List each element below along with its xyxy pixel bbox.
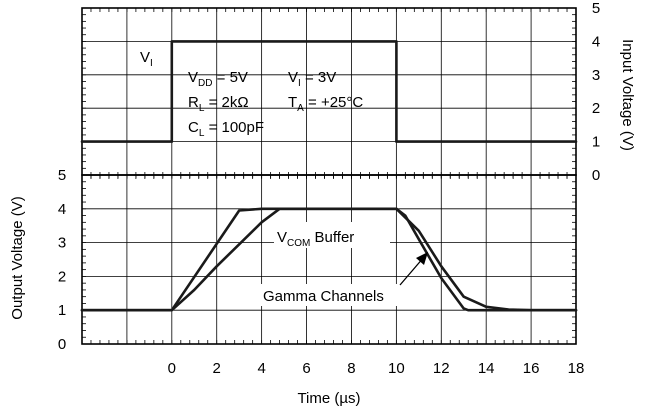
input-y-tick-label: 4 (592, 33, 600, 50)
gamma-label-background (259, 284, 407, 306)
x-tick-labels: 0 2 4 6 8 10 12 14 16 18 (168, 360, 585, 377)
condition-cl: CL = 100pF (188, 119, 264, 139)
input-y-tick-label: 0 (592, 167, 600, 184)
gamma-channels-line (80, 207, 578, 312)
x-tick-label: 0 (168, 360, 176, 377)
output-panel-grid (82, 175, 576, 344)
output-y-tick-label: 5 (58, 167, 66, 184)
x-axis-title: Time (µs) (297, 390, 360, 407)
output-y-tick-label: 1 (58, 302, 66, 319)
input-y-tick-label: 2 (592, 100, 600, 117)
output-y-tick-label: 2 (58, 268, 66, 285)
condition-vi: VI = 3V (288, 69, 336, 89)
input-series-group (80, 40, 578, 143)
input-panel-frame (81, 7, 577, 176)
gamma-arrow-head (416, 252, 428, 265)
x-tick-label: 10 (388, 360, 405, 377)
input-y-tick-label: 5 (592, 0, 600, 17)
output-y-tick-labels: 0 1 2 3 4 5 (58, 167, 66, 353)
condition-rl: RL = 2kΩ (188, 94, 249, 114)
input-series-label: VI (140, 49, 153, 69)
x-tick-label: 12 (433, 360, 450, 377)
x-tick-label: 6 (302, 360, 310, 377)
condition-ta: TA = +25°C (288, 94, 363, 114)
output-series-group (80, 207, 578, 312)
input-y-tick-label: 1 (592, 134, 600, 151)
output-y-axis-title: Output Voltage (V) (9, 196, 26, 319)
input-y-tick-labels: 0 1 2 3 4 5 (592, 0, 600, 184)
x-tick-label: 16 (523, 360, 540, 377)
output-y-tick-label: 0 (58, 336, 66, 353)
input-y-tick-label: 3 (592, 67, 600, 84)
x-tick-label: 14 (478, 360, 495, 377)
output-y-tick-label: 4 (58, 201, 66, 218)
x-tick-label: 4 (257, 360, 265, 377)
output-y-tick-label: 3 (58, 235, 66, 252)
x-tick-label: 18 (568, 360, 585, 377)
input-voltage-line (80, 40, 578, 143)
output-panel-frame (81, 174, 577, 345)
condition-vdd: VDD = 5V (188, 69, 248, 89)
vcom-buffer-label: VCOM Buffer (277, 229, 354, 249)
vcom-label-background (274, 222, 390, 248)
x-tick-label: 8 (347, 360, 355, 377)
input-panel-grid (82, 8, 576, 175)
x-tick-label: 2 (213, 360, 221, 377)
gamma-arrow-line (399, 256, 425, 286)
gamma-channels-label: Gamma Channels (263, 288, 384, 305)
input-y-axis-title: Input Voltage (V) (619, 39, 636, 151)
